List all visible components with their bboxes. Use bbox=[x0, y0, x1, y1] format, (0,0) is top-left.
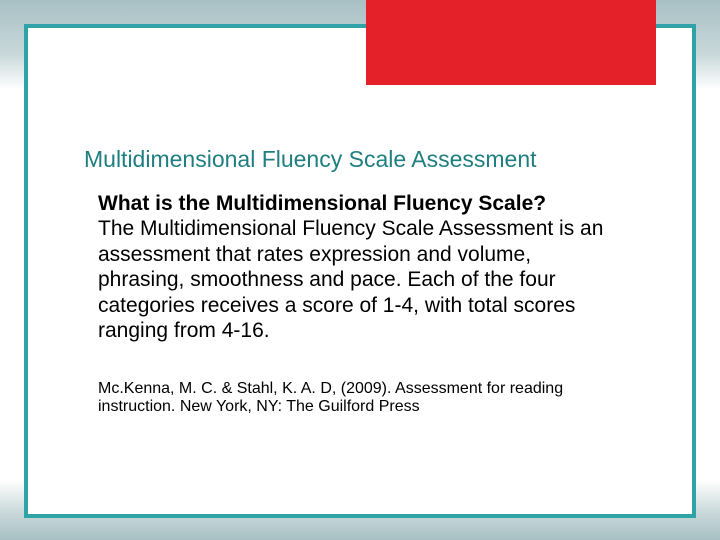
slide: Multidimensional Fluency Scale Assessmen… bbox=[0, 0, 720, 540]
slide-title: Multidimensional Fluency Scale Assessmen… bbox=[84, 146, 537, 173]
body-question: What is the Multidimensional Fluency Sca… bbox=[98, 192, 618, 216]
citation: Mc.Kenna, M. C. & Stahl, K. A. D, (2009)… bbox=[98, 380, 618, 416]
accent-block bbox=[366, 0, 656, 85]
body-description: The Multidimensional Fluency Scale Asses… bbox=[98, 216, 618, 344]
body-content: What is the Multidimensional Fluency Sca… bbox=[98, 192, 618, 416]
